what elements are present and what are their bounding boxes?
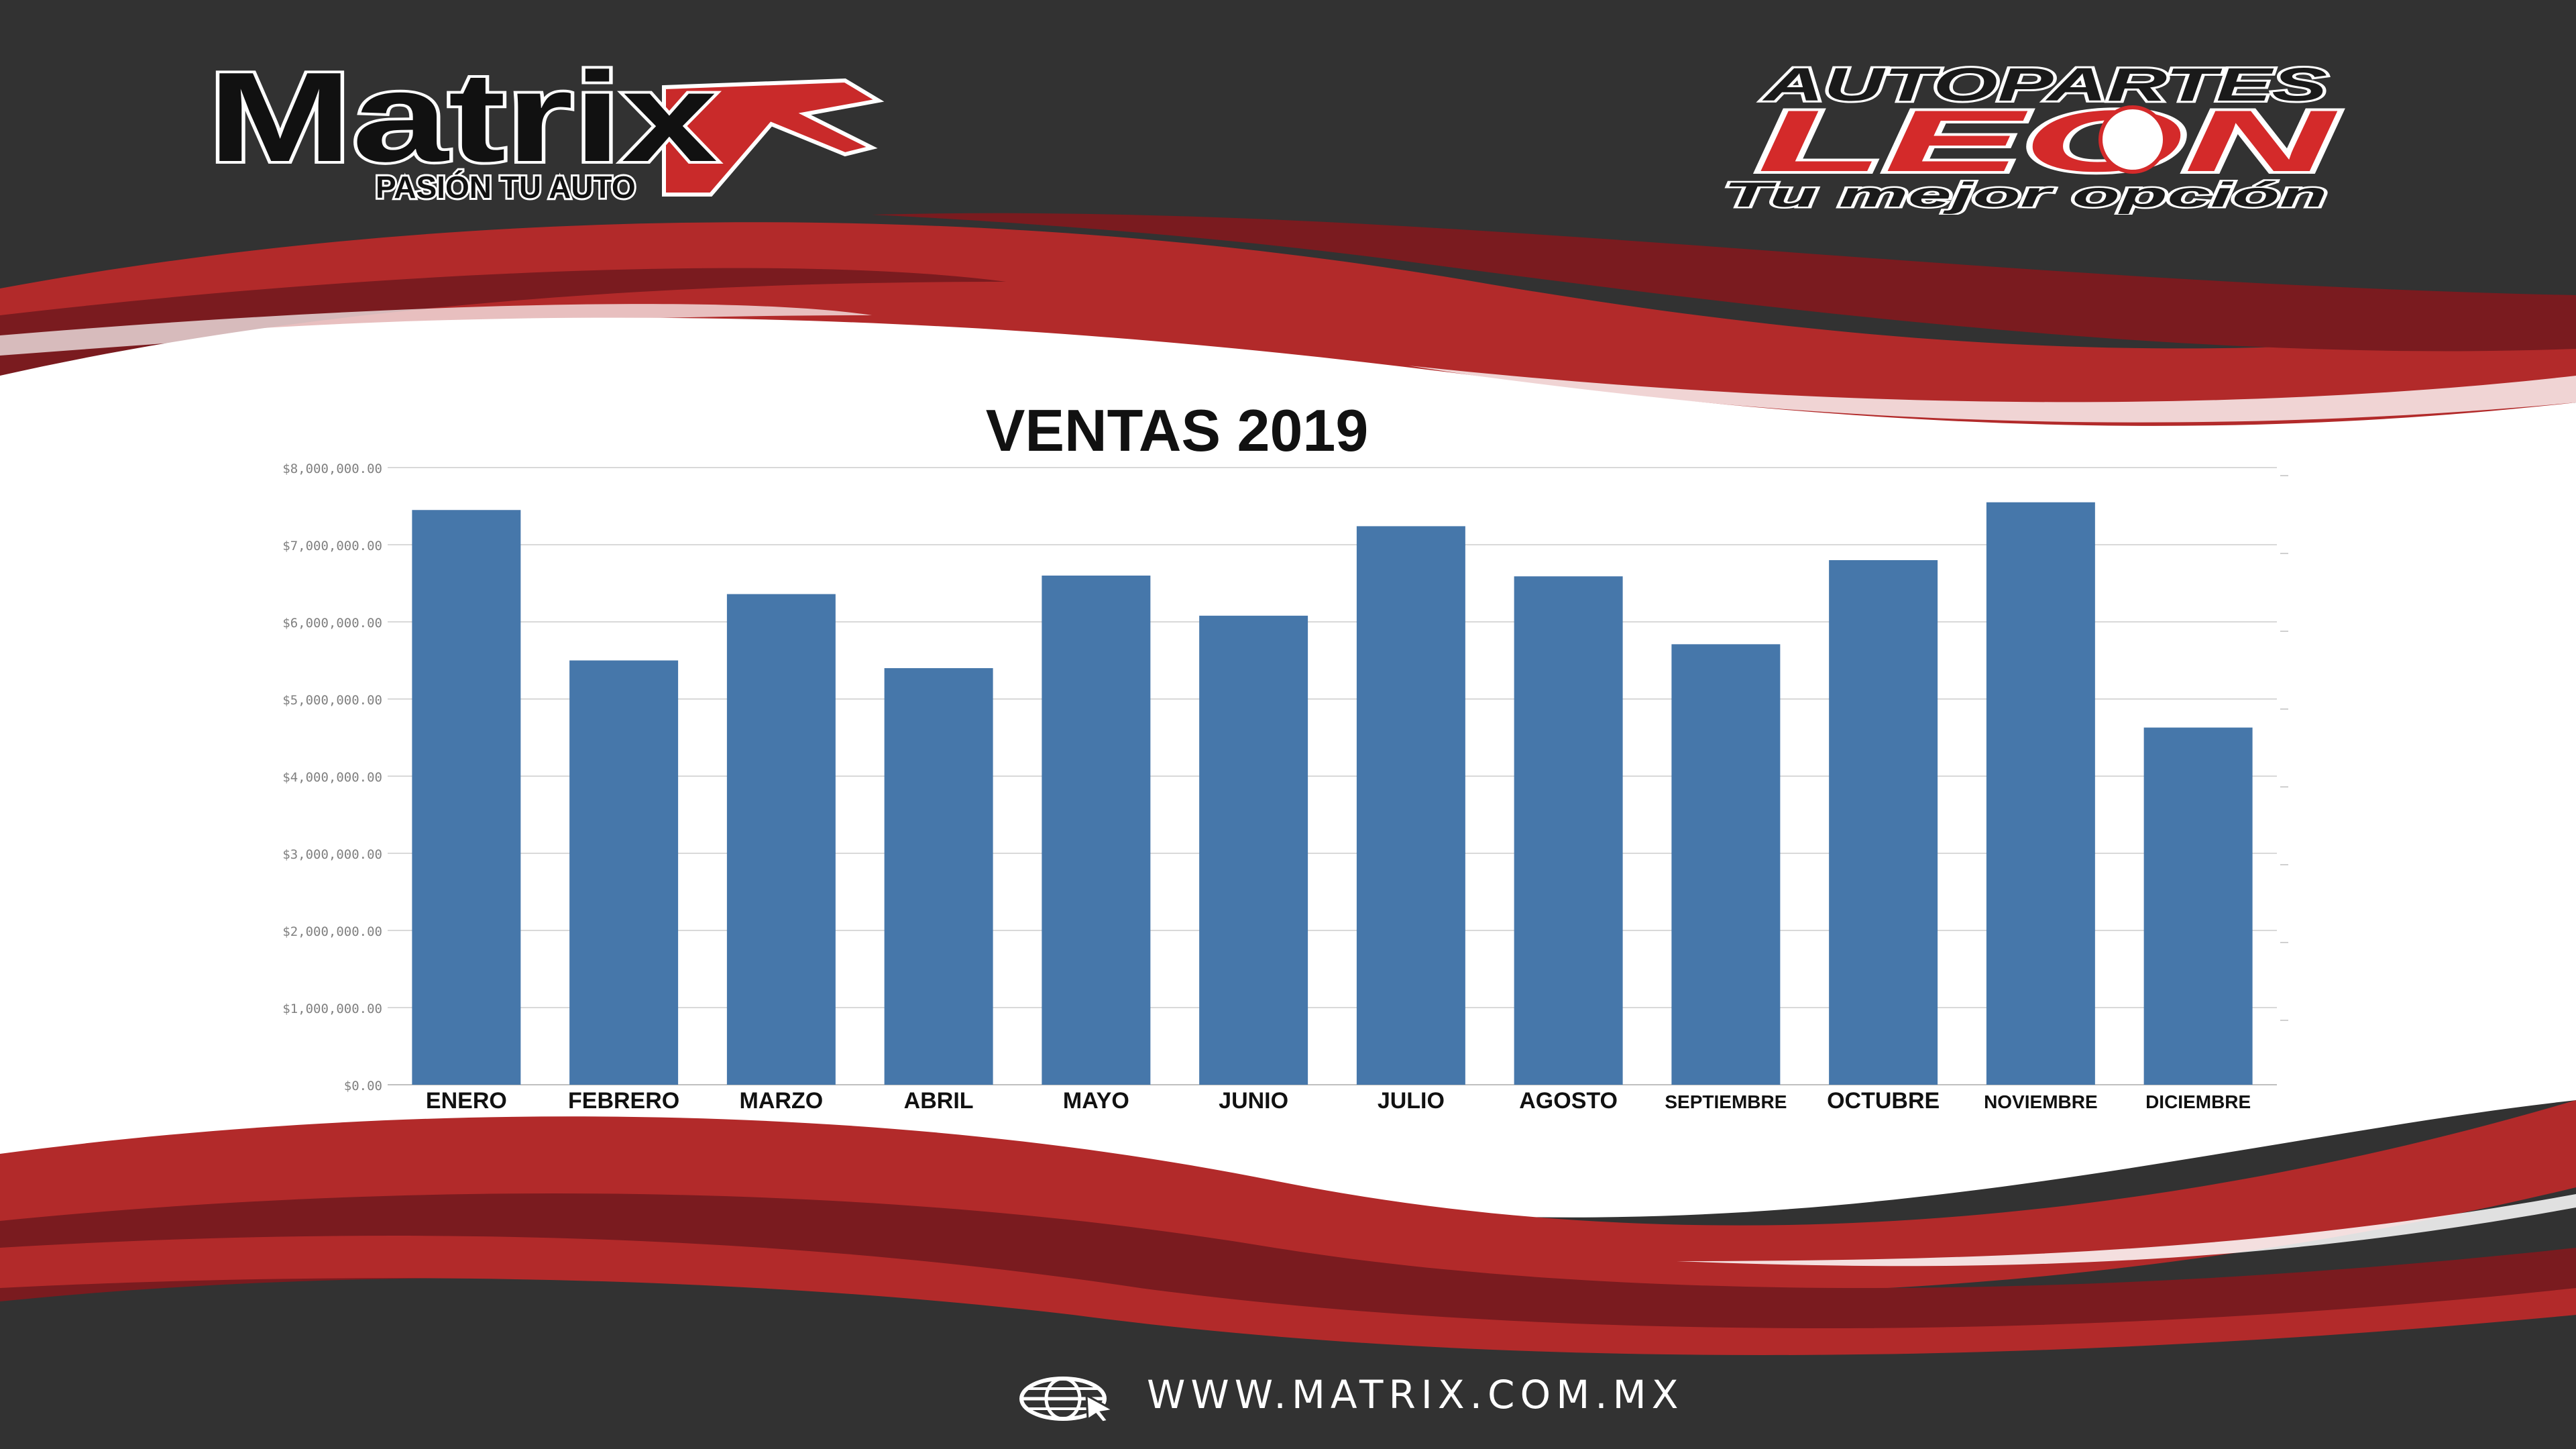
bar-diciembre [2143,727,2253,1085]
x-label-diciembre: DICIEMBRE [2145,1091,2251,1112]
x-label-junio: JUNIO [1219,1088,1288,1114]
x-label-mayo: MAYO [1063,1088,1129,1114]
x-label-febrero: FEBRERO [568,1088,679,1114]
bars [412,502,2253,1085]
grid-lines [388,467,2288,1085]
matrix-logo: Matrix PASIÓN TU AUTO [205,60,885,207]
leon-tagline: Tu mejor opción [1724,176,2327,215]
x-label-enero: ENERO [426,1088,507,1114]
bar-septiembre [1671,644,1781,1085]
bar-febrero [569,660,679,1085]
bar-julio [1356,526,1465,1085]
lion-emblem-icon [2098,105,2167,174]
x-label-agosto: AGOSTO [1519,1088,1618,1114]
x-label-octubre: OCTUBRE [1827,1088,1940,1114]
globe-cursor-icon [1019,1377,1117,1422]
y-tick-label: $8,000,000.00 [282,462,382,476]
y-tick-label: $4,000,000.00 [282,770,382,785]
bar-octubre [1829,560,1938,1085]
bar-abril [884,668,993,1085]
bar-agosto [1514,576,1623,1085]
bar-mayo [1042,576,1151,1085]
y-axis-ticks: $0.00 $1,000,000.00 $2,000,000.00 $3,000,00… [282,462,382,1093]
autopartes-leon-logo: AUTOPARTES LEON Tu mejor opción [1722,60,2342,215]
matrix-wordmark: Matrix [208,60,718,189]
x-label-noviembre: NOVIEMBRE [1984,1091,2098,1112]
matrix-tagline: PASIÓN TU AUTO [376,170,636,205]
x-label-septiembre: SEPTIEMBRE [1665,1091,1787,1112]
leon-text: LEON [1757,92,2339,190]
autopartes-text: AUTOPARTES [1761,60,2327,111]
y-tick-label: $7,000,000.00 [282,539,382,553]
x-label-julio: JULIO [1378,1088,1445,1114]
bar-noviembre [1986,502,2095,1085]
y-tick-label: $1,000,000.00 [282,1002,382,1016]
bar-junio [1199,615,1308,1085]
x-label-marzo: MARZO [740,1088,824,1114]
y-tick-label: $5,000,000.00 [282,693,382,708]
y-tick-label: $3,000,000.00 [282,847,382,862]
x-axis-labels: ENERO FEBRERO MARZO ABRIL MAYO JUNIO JULIO AGOS… [426,1088,2251,1114]
y-tick-label: $2,000,000.00 [282,924,382,939]
chart-title: VENTAS 2019 [986,397,1369,464]
y-tick-label: $6,000,000.00 [282,616,382,631]
website-url[interactable]: WWW.MATRIX.COM.MX [1147,1372,1684,1417]
y-tick-label: $0.00 [344,1079,382,1093]
bar-marzo [726,594,836,1085]
bar-enero [412,510,521,1085]
x-label-abril: ABRIL [904,1088,974,1114]
